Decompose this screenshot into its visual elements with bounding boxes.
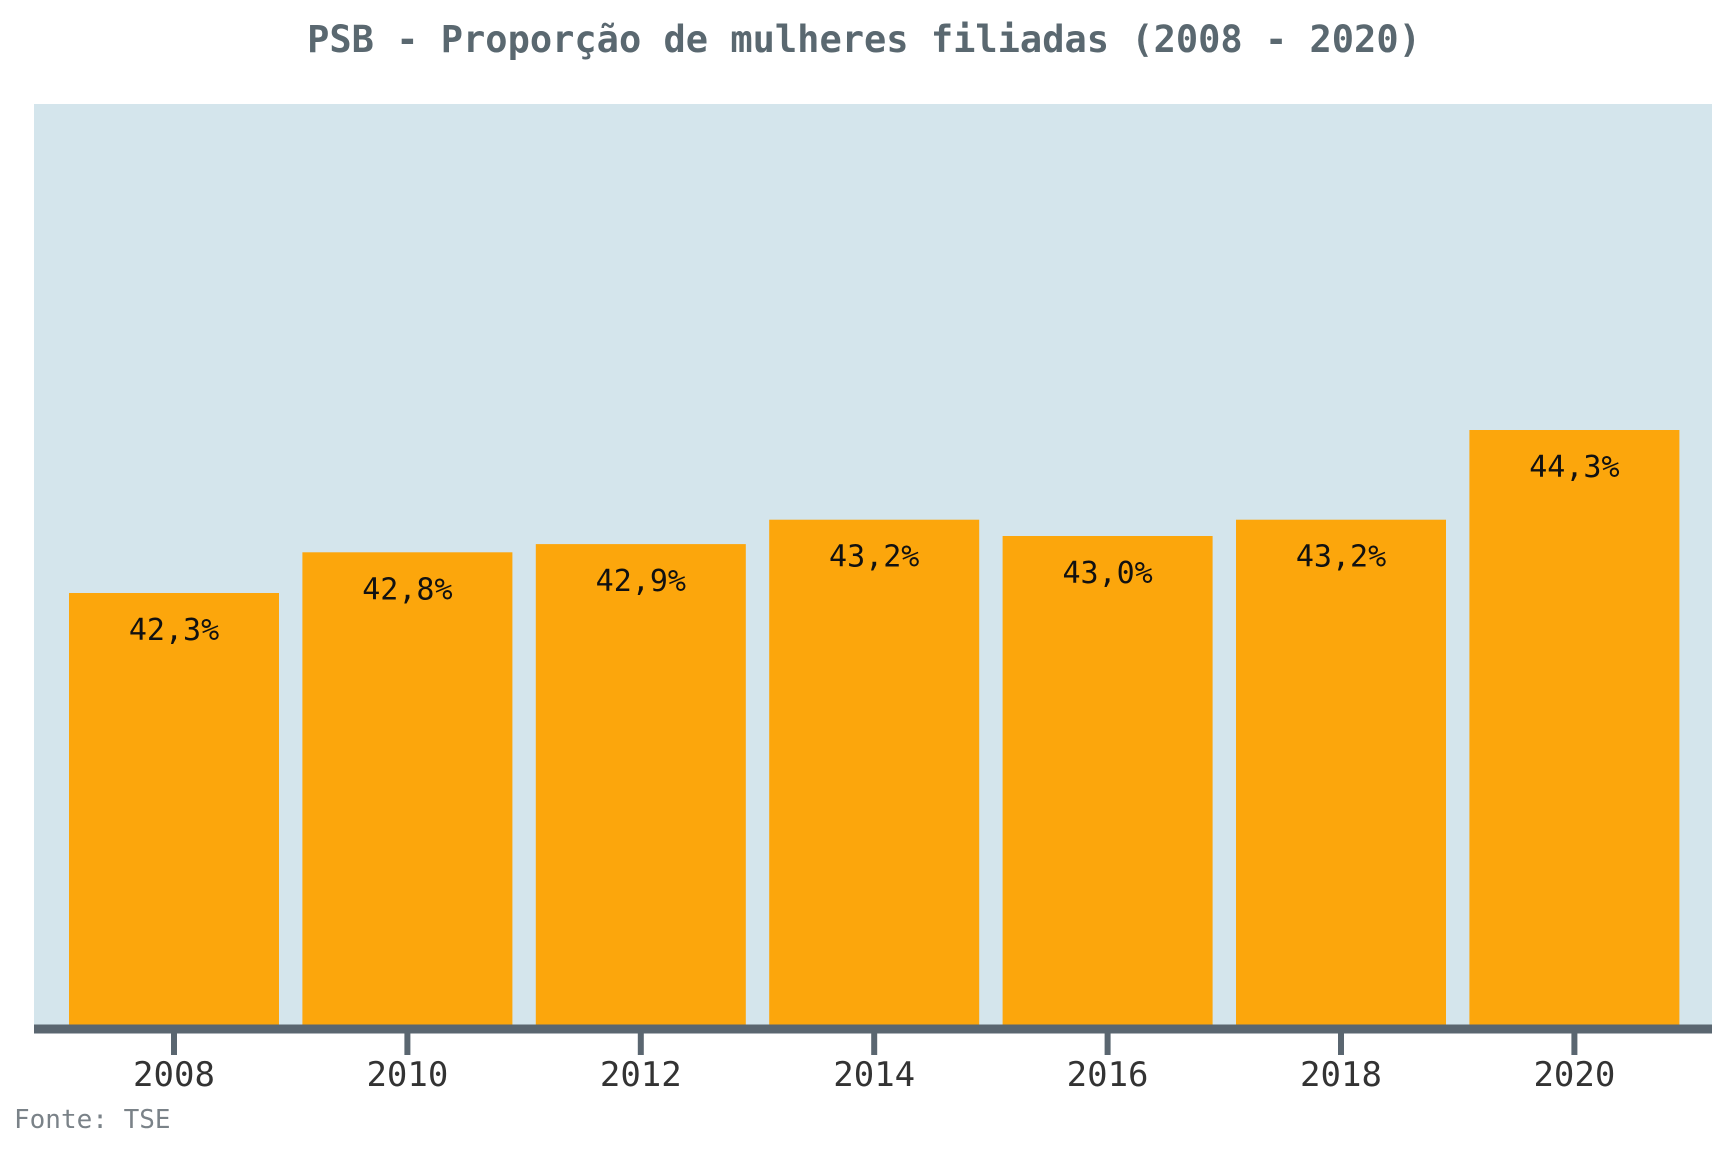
bar-2016 bbox=[1002, 536, 1213, 1025]
value-labels: 42,3% 42,8% 42,9% 43,2% 43,0% 43,2% 44,3% bbox=[129, 450, 1620, 648]
value-label-2008: 42,3% bbox=[129, 613, 219, 648]
value-label-2012: 42,9% bbox=[596, 564, 686, 599]
x-ticks: 2008 2010 2012 2014 2016 2018 2020 bbox=[133, 1029, 1615, 1095]
x-tick-label-2016: 2016 bbox=[1067, 1055, 1149, 1095]
bar-2020 bbox=[1469, 430, 1680, 1025]
bar-2012 bbox=[535, 544, 746, 1025]
value-label-2016: 43,0% bbox=[1062, 556, 1152, 591]
x-tick-label-2014: 2014 bbox=[833, 1055, 915, 1095]
chart-title: PSB - Proporção de mulheres filiadas (20… bbox=[307, 18, 1421, 61]
x-tick-label-2018: 2018 bbox=[1300, 1055, 1382, 1095]
bar-2008 bbox=[69, 593, 279, 1025]
x-tick-label-2012: 2012 bbox=[600, 1055, 682, 1095]
x-tick-label-2008: 2008 bbox=[133, 1055, 215, 1095]
value-label-2018: 43,2% bbox=[1296, 540, 1386, 575]
value-label-2020: 44,3% bbox=[1529, 450, 1619, 485]
value-label-2014: 43,2% bbox=[829, 540, 919, 575]
bars bbox=[69, 430, 1680, 1025]
value-label-2010: 42,8% bbox=[362, 572, 452, 607]
x-tick-label-2010: 2010 bbox=[366, 1055, 448, 1095]
bar-2014 bbox=[769, 519, 980, 1025]
bar-2010 bbox=[302, 552, 513, 1025]
source-note: Fonte: TSE bbox=[14, 1105, 171, 1135]
bar-2018 bbox=[1236, 519, 1446, 1025]
x-tick-label-2020: 2020 bbox=[1533, 1055, 1615, 1095]
